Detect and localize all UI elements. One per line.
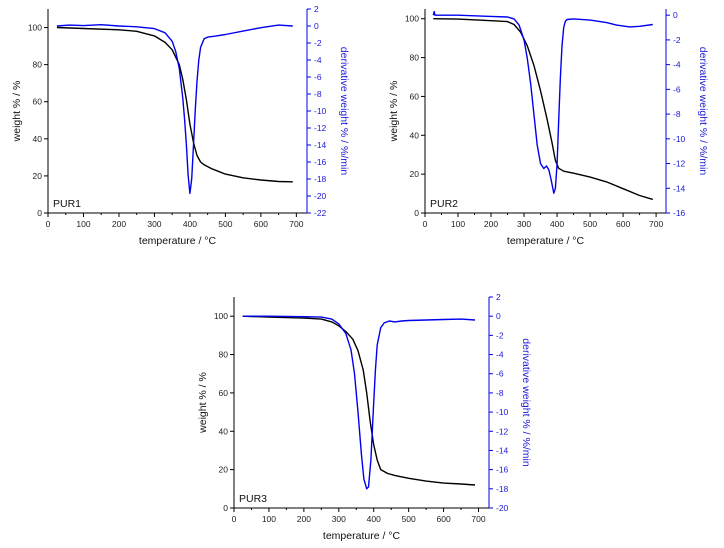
- y-right-tick-label: -12: [496, 426, 509, 436]
- y-right-tick-label: -14: [314, 140, 327, 150]
- x-tick-label: 0: [232, 514, 237, 524]
- y-left-tick-label: 100: [28, 23, 42, 33]
- x-tick-label: 700: [649, 219, 663, 229]
- y-right-tick-label: -8: [314, 89, 322, 99]
- derivative-weight-curve: [56, 24, 293, 195]
- x-tick-label: 400: [367, 514, 381, 524]
- y-left-axis-label: weight % / %: [388, 81, 400, 143]
- y-left-tick-label: 20: [410, 169, 420, 179]
- y-right-tick-label: -10: [673, 134, 686, 144]
- y-right-tick-label: 0: [496, 311, 501, 321]
- y-right-tick-label: -6: [673, 84, 681, 94]
- y-right-tick-label: -12: [314, 123, 327, 133]
- y-right-tick-label: 0: [314, 21, 319, 31]
- x-tick-label: 600: [254, 219, 268, 229]
- weight-curve: [433, 18, 653, 201]
- y-right-tick-label: -10: [314, 106, 327, 116]
- x-axis-label: temperature / °C: [139, 235, 217, 247]
- y-left-tick-label: 100: [405, 14, 419, 24]
- x-tick-label: 500: [583, 219, 597, 229]
- y-left-tick-label: 60: [219, 388, 229, 398]
- y-right-tick-label: -2: [673, 35, 681, 45]
- y-left-tick-label: 80: [33, 60, 43, 70]
- y-right-tick-label: -16: [496, 465, 509, 475]
- x-tick-label: 0: [46, 219, 51, 229]
- derivative-weight-curve: [432, 10, 653, 194]
- y-left-tick-label: 40: [219, 426, 229, 436]
- x-tick-label: 700: [471, 514, 485, 524]
- y-right-tick-label: -4: [314, 55, 322, 65]
- y-left-tick-label: 60: [33, 97, 43, 107]
- y-right-tick-label: -12: [673, 159, 686, 169]
- y-right-axis-label: derivative weight % / %/min: [338, 47, 350, 176]
- y-right-tick-label: -16: [673, 208, 686, 218]
- y-right-tick-label: 2: [314, 4, 319, 14]
- weight-curve: [56, 26, 293, 183]
- panel-label: PUR2: [430, 198, 458, 210]
- x-tick-label: 300: [147, 219, 161, 229]
- x-tick-label: 100: [451, 219, 465, 229]
- x-tick-label: 200: [112, 219, 126, 229]
- y-right-tick-label: -8: [496, 388, 504, 398]
- x-axis-label: temperature / °C: [507, 235, 585, 247]
- x-tick-label: 400: [550, 219, 564, 229]
- x-tick-label: 700: [289, 219, 303, 229]
- x-tick-label: 500: [402, 514, 416, 524]
- y-right-tick-label: -10: [496, 407, 509, 417]
- y-left-tick-label: 20: [33, 171, 43, 181]
- y-right-axis-label: derivative weight % / %/min: [520, 338, 532, 467]
- y-right-tick-label: -2: [496, 330, 504, 340]
- y-left-tick-label: 80: [219, 350, 229, 360]
- y-right-tick-label: -14: [673, 183, 686, 193]
- derivative-weight-curve: [242, 315, 476, 490]
- y-right-tick-label: -4: [673, 60, 681, 70]
- y-right-tick-label: -22: [314, 208, 327, 218]
- y-left-tick-label: 0: [37, 208, 42, 218]
- y-right-axis-label: derivative weight % / %/min: [697, 47, 709, 176]
- y-right-tick-label: -18: [314, 174, 327, 184]
- chart-panel-pur3: 0 100 200 300 400 500 600 70002040608010020-2-4…: [197, 292, 532, 542]
- chart-panel-pur2: 0 100 200 300 400 500 600 700 0 20 40 60 80 100 0 -2 -4 -…: [388, 9, 709, 247]
- panel-label: PUR1: [53, 198, 81, 210]
- x-axis-label: temperature / °C: [323, 530, 401, 542]
- weight-curve: [242, 315, 476, 486]
- y-left-tick-label: 40: [33, 134, 43, 144]
- y-right-tick-label: -2: [314, 38, 322, 48]
- y-left-tick-label: 0: [223, 503, 228, 513]
- y-right-tick-label: -8: [673, 109, 681, 119]
- y-left-tick-label: 60: [410, 91, 420, 101]
- y-right-tick-label: -14: [496, 445, 509, 455]
- y-left-tick-label: 100: [214, 311, 228, 321]
- y-left-axis-label: weight % / %: [197, 372, 209, 434]
- x-tick-label: 300: [332, 514, 346, 524]
- x-tick-label: 200: [297, 514, 311, 524]
- x-tick-label: 600: [616, 219, 630, 229]
- chart-panel-pur1: 0 100 200 300 400 500 600 70002040608010020-2-4…: [11, 4, 350, 247]
- y-right-tick-label: 2: [496, 292, 501, 302]
- x-tick-label: 100: [262, 514, 276, 524]
- y-right-tick-label: -18: [496, 484, 509, 494]
- y-right-tick-label: 0: [673, 10, 678, 20]
- x-tick-label: 500: [218, 219, 232, 229]
- y-right-tick-label: -16: [314, 157, 327, 167]
- x-tick-label: 400: [183, 219, 197, 229]
- y-right-tick-label: -20: [314, 191, 327, 201]
- x-tick-label: 200: [484, 219, 498, 229]
- y-right-tick-label: -4: [496, 350, 504, 360]
- y-right-tick-label: -20: [496, 503, 509, 513]
- y-left-axis-label: weight % / %: [11, 81, 23, 143]
- y-left-tick-label: 20: [219, 465, 229, 475]
- x-tick-label: 0: [423, 219, 428, 229]
- y-left-tick-label: 40: [410, 130, 420, 140]
- y-left-tick-label: 80: [410, 53, 420, 63]
- x-tick-label: 600: [436, 514, 450, 524]
- x-tick-label: 100: [76, 219, 90, 229]
- x-tick-label: 300: [517, 219, 531, 229]
- panel-label: PUR3: [239, 493, 267, 505]
- y-left-tick-label: 0: [414, 208, 419, 218]
- y-right-tick-label: -6: [314, 72, 322, 82]
- y-right-tick-label: -6: [496, 369, 504, 379]
